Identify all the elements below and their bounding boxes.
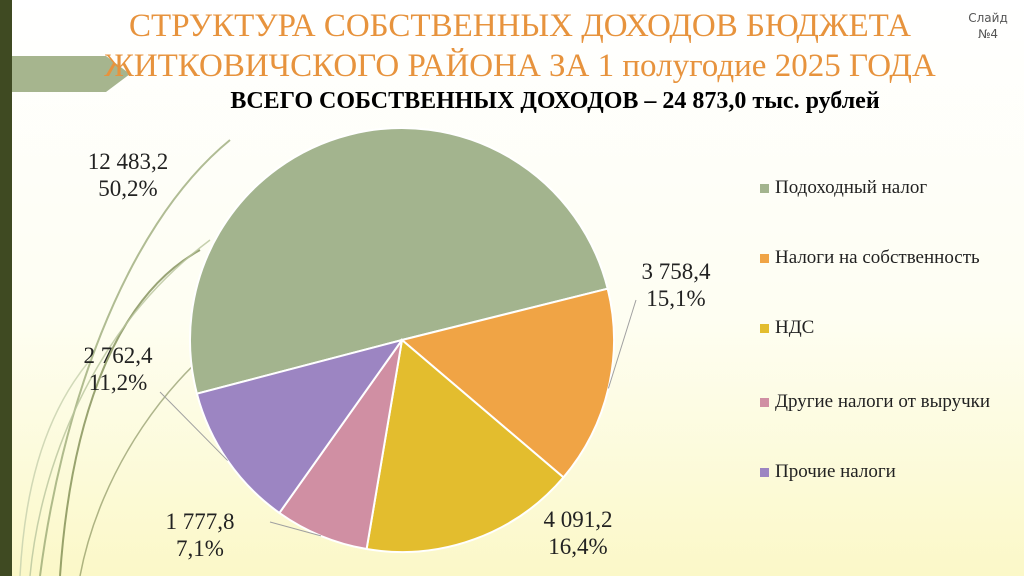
leader-line-5 bbox=[159, 391, 228, 461]
data-label-percent: 15,1% bbox=[646, 286, 706, 311]
legend-swatch bbox=[760, 468, 769, 477]
page-title: СТРУКТУРА СОБСТВЕННЫХ ДОХОДОВ БЮДЖЕТА ЖИ… bbox=[70, 6, 970, 86]
pie-slice-3 bbox=[365, 338, 565, 553]
slide-number-value: №4 bbox=[977, 27, 999, 41]
leader-line-4 bbox=[269, 521, 322, 537]
left-accent-bar bbox=[0, 0, 12, 576]
data-label-4: 1 777,8 7,1% bbox=[145, 508, 255, 562]
chart-title: ВСЕГО СОБСТВЕННЫХ ДОХОДОВ – 24 873,0 тыс… bbox=[230, 88, 880, 114]
legend-item-3: НДС bbox=[760, 316, 1009, 340]
title-line-2: ЖИТКОВИЧСКОГО РАЙОНА ЗА 1 полугодие 2025… bbox=[104, 48, 936, 84]
data-label-value: 12 483,2 bbox=[87, 149, 169, 174]
pie-slice-1 bbox=[189, 127, 609, 395]
legend-item-4: Другие налоги от выручки bbox=[760, 390, 1009, 414]
legend-swatch bbox=[760, 184, 769, 193]
data-label-percent: 7,1% bbox=[176, 536, 224, 561]
legend-label: НДС bbox=[775, 317, 815, 338]
title-line-1: СТРУКТУРА СОБСТВЕННЫХ ДОХОДОВ БЮДЖЕТА bbox=[129, 8, 911, 44]
legend-item-2: Налоги на собственность bbox=[760, 246, 1009, 270]
data-label-percent: 50,2% bbox=[98, 176, 158, 201]
title-arrow-tab bbox=[12, 56, 130, 92]
legend-swatch bbox=[760, 398, 769, 407]
slide-number: Слайд №4 bbox=[958, 10, 1018, 42]
legend-label: Прочие налоги bbox=[775, 461, 896, 482]
legend-item-5: Прочие налоги bbox=[760, 460, 1009, 484]
pie-slice-5 bbox=[195, 338, 405, 515]
data-label-value: 3 758,4 bbox=[641, 259, 711, 284]
data-label-2: 3 758,4 15,1% bbox=[621, 258, 731, 312]
pie-slice-2 bbox=[399, 287, 615, 479]
legend-swatch bbox=[760, 254, 769, 263]
legend-label: Налоги на собственность bbox=[775, 247, 980, 268]
legend-label: Подоходный налог bbox=[775, 177, 928, 198]
data-label-percent: 11,2% bbox=[88, 370, 148, 395]
legend-label: Другие налоги от выручки bbox=[775, 391, 991, 412]
data-label-value: 4 091,2 bbox=[543, 507, 613, 532]
data-label-value: 1 777,8 bbox=[165, 509, 235, 534]
legend-item-1: Подоходный налог bbox=[760, 176, 1009, 200]
data-label-1: 12 483,2 50,2% bbox=[73, 148, 183, 202]
data-label-percent: 16,4% bbox=[548, 534, 608, 559]
legend-swatch bbox=[760, 324, 769, 333]
leader-line-2 bbox=[607, 299, 637, 389]
data-label-3: 4 091,2 16,4% bbox=[523, 506, 633, 560]
slide-label: Слайд bbox=[968, 11, 1008, 25]
data-label-value: 2 762,4 bbox=[83, 343, 153, 368]
data-label-5: 2 762,4 11,2% bbox=[63, 342, 173, 396]
